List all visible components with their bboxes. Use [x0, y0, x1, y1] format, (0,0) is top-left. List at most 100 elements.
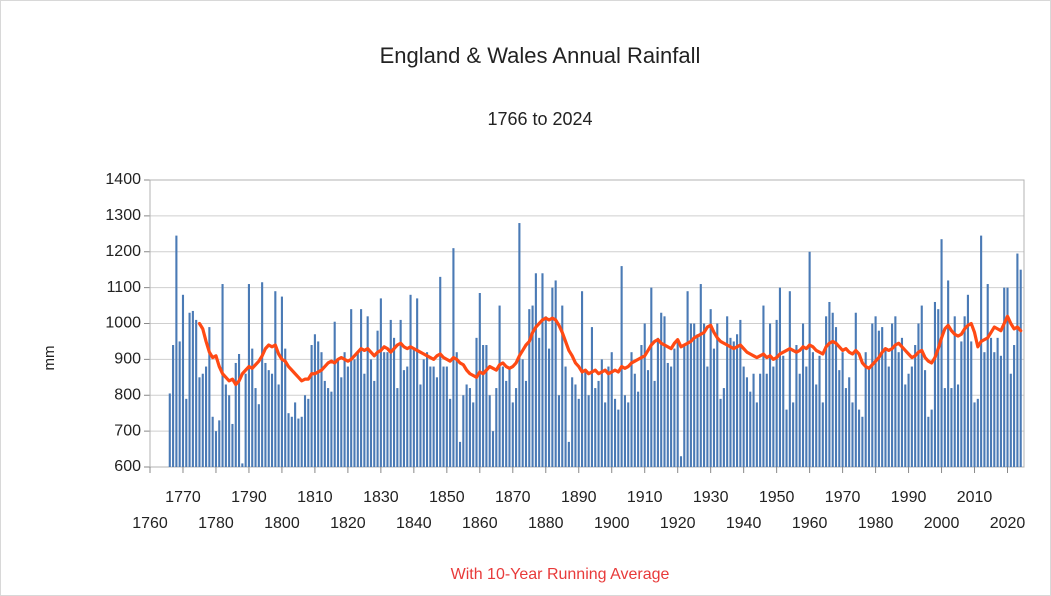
bar [643, 323, 646, 467]
x-tick-label: 2010 [957, 489, 993, 506]
bar [501, 366, 504, 467]
y-tick-label: 600 [114, 458, 141, 475]
bar [228, 395, 231, 467]
plot-border [149, 179, 1025, 468]
bar [465, 384, 468, 467]
bar [211, 416, 214, 467]
bar [564, 366, 567, 467]
bar [343, 352, 346, 467]
bar [597, 380, 600, 467]
bar [887, 366, 890, 467]
caption: With 10-Year Running Average [451, 566, 670, 583]
bar [237, 353, 241, 467]
chart-title: England & Wales Annual Rainfall [380, 43, 701, 68]
bar [224, 384, 227, 467]
bar [689, 323, 692, 467]
bar [571, 377, 574, 467]
x-tick-label: 1980 [858, 515, 894, 532]
bar [818, 355, 821, 467]
bar [871, 323, 874, 467]
bar [472, 402, 475, 467]
bar [917, 323, 920, 467]
bar [927, 416, 930, 467]
bar [168, 393, 171, 467]
bar [910, 366, 913, 467]
bar [561, 305, 564, 467]
bar [976, 398, 979, 467]
bar [996, 337, 999, 467]
bar [409, 294, 412, 467]
bar [366, 316, 369, 467]
bar [897, 352, 900, 467]
bar [244, 373, 247, 467]
bar [858, 409, 861, 467]
bar [214, 431, 218, 467]
bar [623, 395, 626, 467]
bar [303, 395, 307, 467]
bar [745, 377, 749, 467]
bar [768, 323, 772, 467]
bar [950, 388, 953, 467]
bar [670, 366, 673, 467]
x-tick-label: 1810 [297, 489, 333, 506]
bar [524, 380, 528, 467]
bar [478, 293, 481, 467]
bar [805, 366, 808, 467]
bar [508, 366, 511, 467]
bar [548, 348, 551, 467]
bar [323, 380, 326, 467]
y-tick-label: 1000 [105, 315, 141, 332]
bar [267, 370, 270, 467]
x-tick-label: 1800 [264, 515, 300, 532]
bar [468, 388, 471, 467]
bar [874, 316, 877, 467]
bar [482, 345, 485, 467]
bar [891, 323, 894, 467]
bar [544, 316, 547, 467]
bar [719, 398, 722, 467]
bar [369, 359, 373, 467]
bar [445, 366, 448, 467]
y-tick-label: 700 [114, 422, 141, 439]
x-tick-label: 1900 [594, 515, 630, 532]
bar [538, 337, 541, 467]
y-tick-label: 1300 [105, 207, 141, 224]
bar [333, 321, 336, 467]
bar [419, 384, 422, 467]
bar [604, 402, 607, 467]
bar [956, 384, 960, 467]
bar [393, 337, 396, 467]
bar [313, 334, 316, 467]
bar [696, 334, 699, 467]
bar [485, 345, 488, 467]
bar [462, 395, 465, 467]
x-tick-label: 1780 [198, 515, 234, 532]
bar [749, 391, 752, 467]
bar [640, 345, 643, 467]
x-tick-label: 1830 [363, 489, 399, 506]
bar [310, 345, 313, 467]
x-tick-label: 1840 [396, 515, 432, 532]
bar [752, 373, 755, 467]
bar [406, 366, 409, 467]
bar [195, 319, 198, 467]
bar [541, 273, 544, 467]
bar [191, 310, 194, 467]
bar [231, 423, 234, 467]
bar [270, 373, 274, 467]
bar [201, 373, 204, 467]
x-tick-label: 1920 [660, 515, 696, 532]
bar [580, 291, 584, 467]
bar [1013, 345, 1016, 467]
bar [528, 309, 531, 467]
bar [1019, 269, 1022, 467]
bar [172, 345, 175, 467]
bar [637, 391, 640, 467]
bar [966, 294, 969, 467]
bar [712, 348, 716, 467]
bar [828, 301, 831, 467]
bar [742, 366, 745, 467]
bar [709, 309, 712, 467]
bar [811, 352, 814, 467]
bar [765, 373, 768, 467]
